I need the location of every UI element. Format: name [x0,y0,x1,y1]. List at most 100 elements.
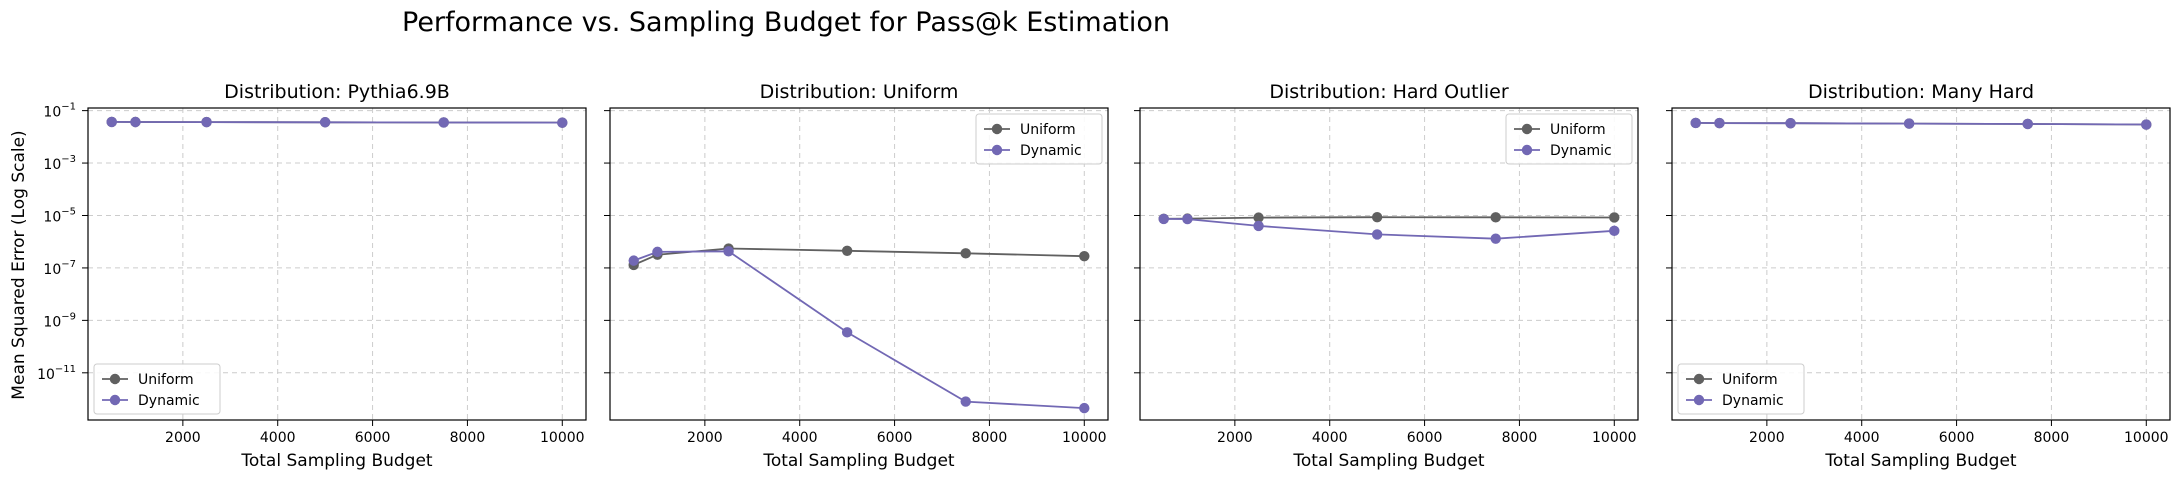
data-point-dynamic [960,396,971,407]
subplot-3: 2000 4000 6000 8000 10000 Distribution: Hard … [1134,81,1639,471]
series-line-dynamic [111,121,563,124]
data-point-dynamic [1903,118,1915,129]
legend-swatch-marker [109,373,121,385]
x-tick-label: 2000 [1749,430,1785,446]
legend-label-uniform: Uniform [1722,372,1778,388]
y-tick-exponent: −7 [61,259,76,270]
y-tick-label: 10−3 [43,154,76,173]
figure-title: Performance vs. Sampling Budget for Pass… [402,7,1170,38]
data-point-dynamic [2141,119,2152,130]
x-tick-label: 6000 [355,430,391,446]
subplot-title: Distribution: Hard Outlier [1269,81,1508,103]
subplot-title: Distribution: Many Hard [1808,81,2034,103]
legend-label-uniform: Uniform [138,372,194,388]
data-point-dynamic [438,117,449,128]
data-point-uniform [960,248,971,259]
legend-label-uniform: Uniform [1020,122,1076,138]
y-tick-exponent: −3 [61,154,76,165]
legend-box [1677,363,1805,415]
y-tick-label: 10−9 [43,311,76,330]
legend-swatch-marker [1521,123,1533,135]
subplot-title: Distribution: Uniform [760,81,959,103]
data-point-dynamic [1158,213,1169,225]
subplot-4: 2000 4000 6000 8000 10000 Distribution: Many … [1666,81,2171,471]
y-tick-label: 10−5 [43,206,76,225]
x-tick-label: 6000 [1407,430,1443,446]
data-point-dynamic [1182,213,1193,225]
x-tick-label: 4000 [1844,430,1880,446]
legend: Uniform Dynamic [975,113,1103,165]
data-point-dynamic [1690,117,1701,129]
y-tick-base: 10 [43,262,61,278]
x-axis-label: Total Sampling Budget [762,451,955,471]
data-point-dynamic [1785,118,1796,129]
x-tick-label: 10000 [2124,430,2169,446]
data-point-dynamic [1079,402,1090,414]
legend-label-dynamic: Dynamic [1020,143,1082,159]
series-line-dynamic [633,250,1085,409]
x-tick-label: 8000 [450,430,486,446]
data-point-uniform [1609,212,1620,223]
legend: Uniform Dynamic [1505,113,1633,165]
series-line-dynamic [1695,122,2147,126]
legend-label-dynamic: Dynamic [1550,143,1612,159]
data-point-dynamic [106,116,117,128]
legend-label-uniform: Uniform [1550,122,1606,138]
data-point-dynamic [723,246,734,257]
x-axis-label: Total Sampling Budget [1292,451,1485,471]
legend-swatch-marker [1521,144,1533,156]
legend-box [1505,113,1633,165]
y-tick-base: 10 [37,367,55,383]
legend-swatch-marker [1693,394,1705,406]
data-point-dynamic [841,327,853,338]
axes-frame [1139,107,1639,421]
y-tick-base: 10 [43,157,61,173]
data-point-dynamic [557,117,568,128]
y-tick-base: 10 [43,105,61,121]
x-tick-label: 4000 [1312,430,1348,446]
y-tick-base: 10 [43,314,61,330]
x-tick-label: 8000 [1502,430,1538,446]
subplot-1: 2000 4000 6000 8000 1000010−1110−910−710−510… [37,81,587,471]
y-axis-label: Mean Squared Error (Log Scale) [9,130,29,399]
x-tick-label: 2000 [687,430,723,446]
x-tick-label: 2000 [165,430,201,446]
y-tick-base: 10 [43,209,61,225]
y-tick-label: 10−7 [43,259,76,278]
data-point-uniform [1371,212,1383,223]
x-tick-label: 4000 [260,430,296,446]
axes-frame [609,107,1109,421]
data-point-uniform [1253,212,1264,223]
axes-frame [1671,107,2171,421]
data-point-dynamic [628,255,639,266]
legend: Uniform Dynamic [1677,363,1805,415]
y-tick-label: 10−11 [37,364,76,383]
data-point-dynamic [1490,233,1501,244]
data-point-uniform [1490,212,1501,223]
data-point-dynamic [1714,117,1725,129]
legend-swatch-marker [1693,373,1705,385]
legend-swatch-marker [109,394,121,406]
data-point-dynamic [1253,220,1264,232]
legend-swatch-marker [991,123,1003,135]
x-tick-label: 4000 [782,430,818,446]
x-axis-label: Total Sampling Budget [240,451,433,471]
data-point-dynamic [2022,118,2033,130]
axes-frame [87,107,587,421]
x-tick-label: 6000 [1939,430,1975,446]
y-tick-exponent: −1 [61,102,76,113]
data-point-dynamic [201,116,212,128]
data-point-dynamic [652,246,663,258]
legend-label-dynamic: Dynamic [138,393,200,409]
y-tick-exponent: −9 [61,311,76,322]
x-tick-label: 8000 [2034,430,2070,446]
series-line-uniform [1163,216,1615,220]
y-tick-label: 10−1 [43,102,76,121]
x-axis-label: Total Sampling Budget [1824,451,2017,471]
data-point-dynamic [1609,225,1620,237]
x-tick-label: 6000 [877,430,913,446]
x-tick-label: 10000 [1062,430,1107,446]
y-tick-exponent: −11 [55,364,76,375]
data-point-dynamic [319,117,331,128]
